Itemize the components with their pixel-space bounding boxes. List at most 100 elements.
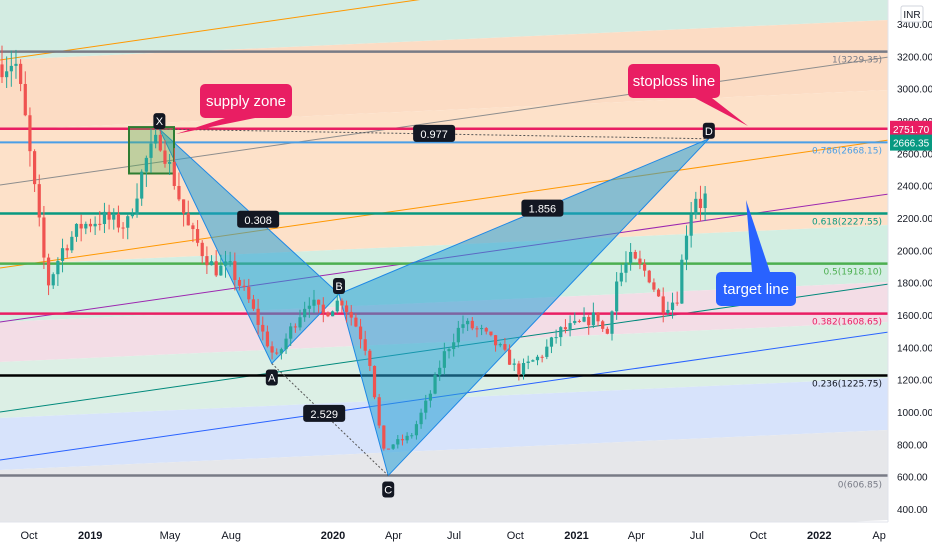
time-tick-8: 2021 [564, 530, 588, 542]
candle-body-58 [270, 346, 274, 353]
candle-body-77 [358, 326, 363, 340]
candle-body-51 [237, 279, 242, 286]
callout-text-1: stoploss line [633, 73, 716, 90]
time-tick-5: Apr [385, 530, 402, 542]
candle-body-13 [60, 248, 65, 261]
candle-body-7 [32, 151, 37, 185]
candle-body-27 [126, 216, 130, 228]
channel-line-2 [0, 139, 888, 269]
time-tick-1: 2019 [78, 530, 102, 542]
fib-label-0: 0(606.85) [838, 481, 882, 491]
candle-body-26 [121, 227, 125, 229]
candle-body-142 [661, 296, 665, 314]
candle-body-106 [493, 335, 498, 346]
fib-band-0 [0, 0, 888, 60]
candle-body-119 [554, 337, 558, 339]
candle-body-54 [251, 299, 256, 309]
candle-body-135 [629, 251, 633, 264]
candle-body-150 [698, 198, 703, 209]
callout-box-2 [716, 272, 796, 306]
candle-body-144 [670, 302, 675, 310]
candle-body-130 [605, 328, 609, 334]
callout-box-1 [628, 64, 720, 98]
chart-overlay: X A B C D 0.308 2.529 1.856 0.977 supply zone stop… [153, 56, 882, 498]
candle-body-127 [591, 312, 595, 326]
time-tick-9: Apr [628, 530, 645, 542]
candle-body-20 [93, 223, 97, 227]
time-tick-4: 2020 [321, 530, 345, 542]
fib-label-0.618: 0.618(2227.55) [812, 218, 882, 228]
price-label-box-0 [890, 120, 932, 137]
candle-body-10 [46, 257, 51, 286]
fib-label-0.382: 0.382(1608.65) [812, 318, 882, 328]
candle-body-17 [79, 223, 83, 229]
candle-body-148 [689, 214, 693, 236]
candle-body-139 [647, 270, 651, 283]
candle-body-121 [563, 327, 568, 330]
candle-body-90 [419, 412, 423, 425]
candle-body-118 [549, 337, 554, 347]
candle-body-94 [438, 367, 442, 376]
candle-body-97 [452, 342, 456, 350]
point-label-a: A [268, 373, 276, 385]
time-tick-6: Jul [447, 530, 461, 542]
candle-body-30 [140, 171, 144, 199]
time-tick-0: Oct [20, 530, 37, 542]
candle-body-46 [214, 261, 218, 276]
ratio-label-2: 1.856 [529, 204, 557, 216]
candle-body-71 [331, 311, 335, 317]
ratio-label-0: 0.308 [244, 215, 272, 227]
candle-body-112 [521, 363, 526, 375]
candle-body-98 [456, 327, 460, 343]
candle-body-138 [642, 263, 647, 271]
candle-body-117 [545, 346, 549, 357]
ratio-badge-3 [413, 124, 456, 142]
candle-body-131 [610, 311, 614, 334]
candle-body-15 [70, 236, 74, 251]
candle-body-32 [149, 143, 153, 158]
candle-body-125 [582, 316, 586, 322]
point-badge-b [332, 277, 345, 294]
candle-body-114 [531, 360, 535, 362]
candle-body-8 [37, 184, 41, 218]
time-axis[interactable]: Oct 2019 May Aug 2020 Apr Jul Oct 2021 Apr Jul Oct 2… [0, 521, 932, 550]
candle-body-14 [65, 248, 69, 251]
time-tick-3: Aug [221, 530, 241, 542]
point-badge-d [702, 122, 715, 139]
point-label-d: D [705, 126, 713, 138]
candle-body-3 [14, 63, 18, 66]
candle-body-56 [261, 324, 265, 332]
candle-body-29 [135, 198, 139, 215]
candle-body-49 [228, 261, 232, 263]
candle-body-39 [182, 199, 186, 214]
candle-body-72 [335, 300, 339, 312]
candle-body-115 [535, 356, 540, 361]
candle-body-103 [480, 328, 484, 330]
candle-body-137 [638, 258, 642, 264]
candle-body-50 [233, 261, 237, 280]
candle-body-63 [293, 326, 297, 328]
candle-body-132 [615, 281, 619, 312]
time-tick-13: Ap [872, 530, 885, 542]
channel-line-1 [0, 56, 888, 186]
candle-body-92 [428, 393, 432, 401]
ratio-line-xd [159, 128, 709, 140]
candle-body-91 [424, 400, 428, 413]
price-tick-3000: 3000.00 [897, 85, 932, 96]
candle-body-57 [265, 331, 270, 347]
fib-band-6 [0, 378, 888, 470]
candle-body-124 [577, 320, 582, 322]
price-tick-2200: 2200.00 [897, 214, 932, 225]
candle-body-22 [102, 211, 107, 225]
candle-body-86 [400, 439, 405, 441]
candle-body-73 [340, 300, 344, 306]
price-tick-600: 600.00 [897, 473, 928, 484]
price-axis[interactable]: 400.00 600.00 800.00 1000.00 1200.00 1400.00 1… [887, 0, 932, 550]
candle-body-85 [396, 439, 400, 445]
candle-body-74 [344, 305, 349, 312]
candle-body-38 [177, 185, 181, 200]
candle-body-141 [656, 289, 661, 297]
candle-body-6 [28, 115, 32, 152]
